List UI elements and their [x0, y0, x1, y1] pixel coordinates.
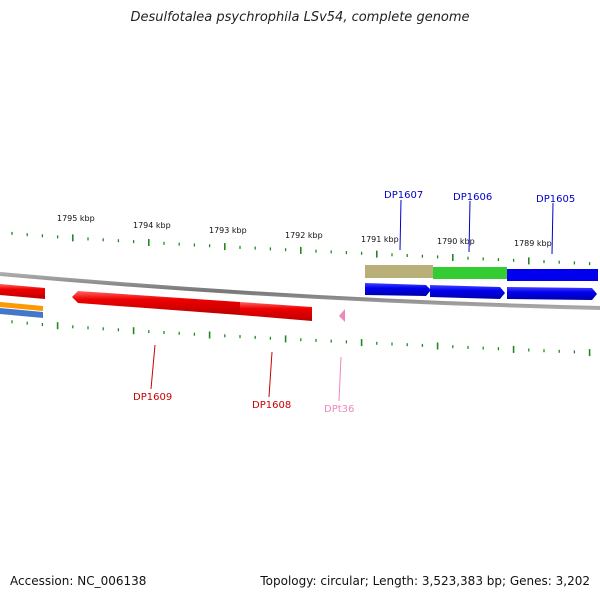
scale-ticks-upper	[11, 231, 591, 266]
gene-DP1608[interactable]	[240, 302, 312, 321]
scale-ticks-lower	[11, 320, 591, 357]
label-DP1608: DP1608	[252, 400, 291, 411]
cog-segment-olive	[365, 265, 433, 278]
label-DP1606: DP1606	[453, 192, 492, 203]
cog-segment-steel	[0, 308, 43, 318]
gene-partial-left-red[interactable]	[0, 284, 45, 299]
gene-DP1605[interactable]	[507, 287, 597, 300]
scale-label-1794: 1794 kbp	[133, 221, 171, 230]
label-DPt36: DPt36	[324, 404, 354, 415]
gene-labels: DP1607 DP1606 DP1605 DP1609 DP1608 DPt36	[133, 190, 575, 415]
cog-track-forward	[365, 265, 598, 281]
scale-label-1793: 1793 kbp	[209, 226, 247, 235]
cog-track-left	[0, 284, 45, 318]
label-DP1609: DP1609	[133, 392, 172, 403]
scale-label-1789: 1789 kbp	[514, 239, 552, 248]
scale-label-1790: 1790 kbp	[437, 237, 475, 246]
gene-DP1606[interactable]	[430, 285, 505, 299]
map-title: Desulfotalea psychrophila LSv54, complet…	[130, 10, 470, 25]
accession-text: Accession: NC_006138	[10, 574, 147, 588]
forward-gene-track	[365, 283, 597, 300]
genome-summary-text: Topology: circular; Length: 3,523,383 bp…	[260, 574, 590, 588]
scale-label-1795: 1795 kbp	[57, 214, 95, 223]
gene-DP1607[interactable]	[365, 283, 431, 296]
label-DP1605: DP1605	[536, 194, 575, 205]
genome-backbone	[0, 272, 600, 310]
cog-segment-green	[433, 267, 507, 279]
reverse-gene-track	[72, 291, 345, 322]
cog-segment-orange	[0, 302, 43, 311]
scale-label-1792: 1792 kbp	[285, 231, 323, 240]
gene-DPt36[interactable]	[339, 309, 345, 322]
scale-label-1791: 1791 kbp	[361, 235, 399, 244]
gene-DP1609[interactable]	[72, 291, 240, 315]
cog-segment-blue	[507, 269, 598, 281]
label-DP1607: DP1607	[384, 190, 423, 201]
